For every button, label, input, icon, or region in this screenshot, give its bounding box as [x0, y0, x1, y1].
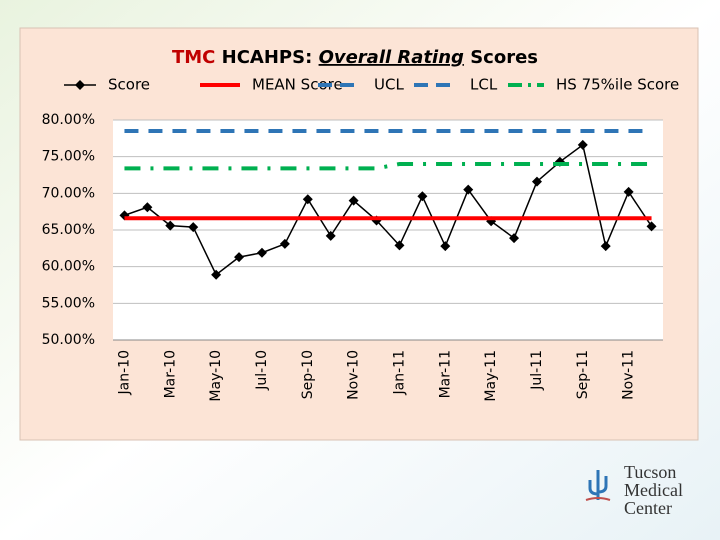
- legend-label: UCL: [374, 76, 404, 94]
- point-marker: [509, 233, 520, 244]
- point-marker: [142, 202, 153, 213]
- logo-text: Medical: [624, 480, 683, 500]
- point-marker: [165, 220, 176, 231]
- legend-label: Score: [108, 76, 150, 94]
- point-marker: [600, 241, 611, 252]
- point-marker: [646, 221, 657, 232]
- point-marker: [234, 252, 245, 263]
- legend-label: LCL: [470, 76, 498, 94]
- x-tick-label: Mar-11: [437, 350, 453, 398]
- x-tick-label: Jul-11: [529, 350, 545, 391]
- point-marker: [531, 176, 542, 187]
- y-tick-label: 70.00%: [42, 185, 95, 201]
- series-line: [124, 143, 653, 276]
- y-tick-label: 60.00%: [42, 259, 95, 275]
- x-tick-label: Jan-10: [116, 350, 132, 395]
- y-tick-label: 55.00%: [42, 295, 95, 311]
- point-marker: [348, 195, 359, 206]
- point-marker: [394, 240, 405, 251]
- point-marker: [577, 139, 588, 150]
- y-tick-label: 80.00%: [42, 112, 95, 128]
- legend-marker: [75, 80, 85, 90]
- x-tick-label: Jul-10: [254, 350, 270, 391]
- x-tick-label: Sep-10: [300, 350, 316, 399]
- x-tick-label: Nov-10: [346, 350, 362, 400]
- logo-text: Tucson: [624, 462, 676, 482]
- point-marker: [279, 238, 290, 249]
- logo-text: Center: [624, 498, 672, 518]
- point-marker: [211, 269, 222, 280]
- legend-label: HS 75%ile Score: [556, 76, 679, 94]
- y-tick-label: 50.00%: [42, 332, 95, 348]
- chart-title: TMC HCAHPS: Overall Rating Scores: [172, 47, 538, 68]
- x-tick-label: Jan-11: [391, 350, 407, 395]
- point-marker: [623, 186, 634, 197]
- series-line: [124, 162, 652, 171]
- point-marker: [440, 241, 451, 252]
- point-marker: [188, 222, 199, 233]
- logo-cactus: [588, 470, 608, 500]
- x-tick-label: Mar-10: [162, 350, 178, 398]
- y-tick-label: 75.00%: [42, 149, 95, 165]
- point-marker: [325, 230, 336, 241]
- x-tick-label: May-10: [208, 350, 224, 402]
- point-marker: [256, 247, 267, 258]
- logo-ground: [585, 497, 611, 501]
- y-tick-label: 65.00%: [42, 222, 95, 238]
- x-tick-label: Sep-11: [575, 350, 591, 399]
- x-tick-label: May-11: [483, 350, 499, 402]
- x-tick-label: Nov-11: [621, 350, 637, 400]
- point-marker: [302, 194, 313, 205]
- logo: Tucson Medical Center: [585, 462, 683, 518]
- legend-label: MEAN Score: [252, 76, 343, 94]
- point-marker: [417, 191, 428, 202]
- point-marker: [463, 184, 474, 195]
